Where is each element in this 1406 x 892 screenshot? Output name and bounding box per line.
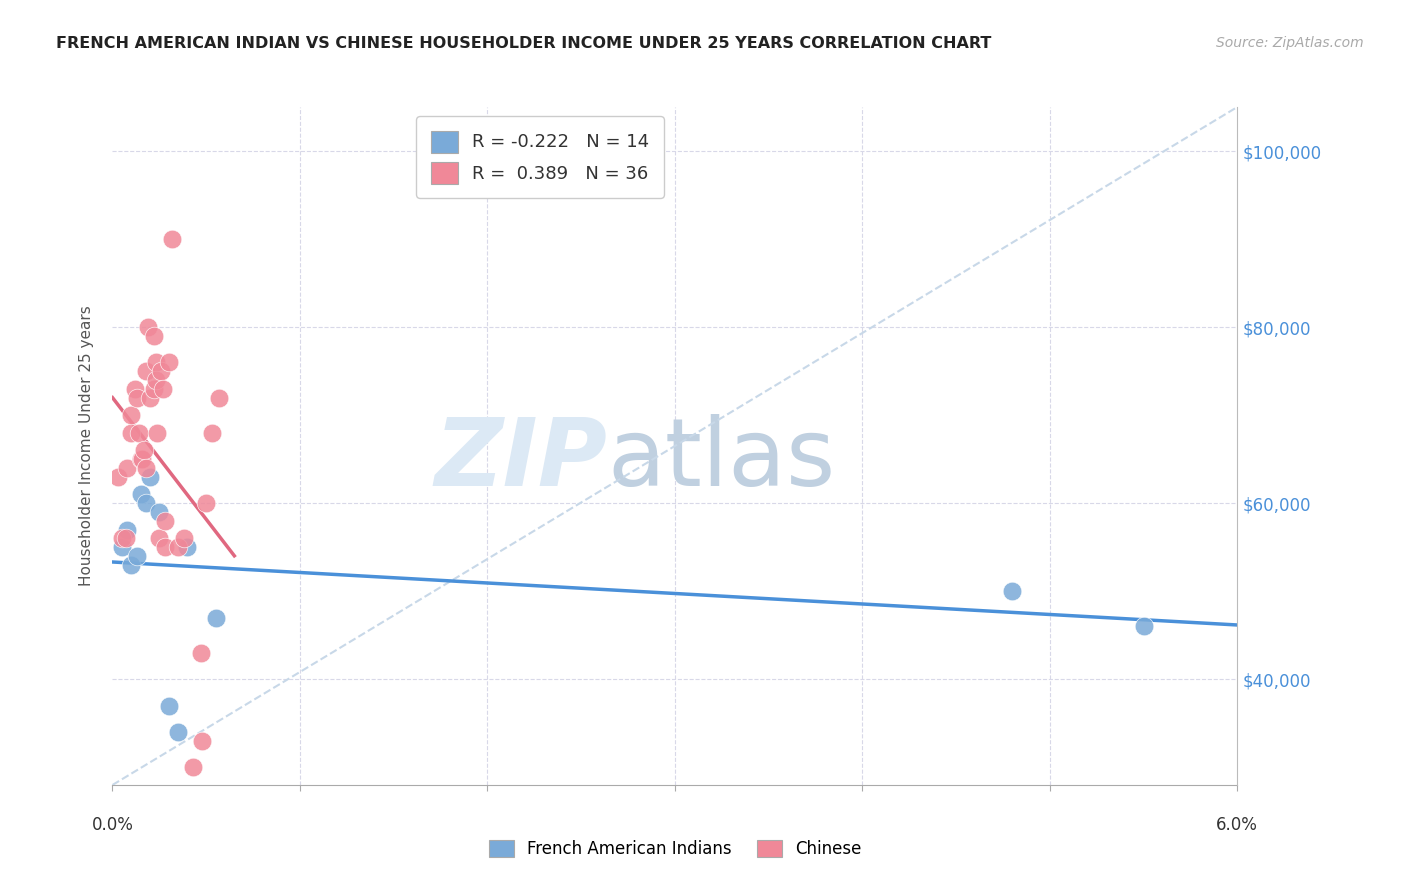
Point — [114, 532, 136, 546]
Point — [139, 470, 162, 484]
Point — [128, 425, 150, 440]
Point — [145, 355, 167, 369]
Point — [139, 391, 162, 405]
Point — [145, 373, 167, 387]
Point — [152, 382, 174, 396]
Text: ZIP: ZIP — [434, 414, 607, 506]
Point — [208, 391, 231, 405]
Text: 6.0%: 6.0% — [1216, 816, 1258, 834]
Point — [136, 320, 159, 334]
Point — [162, 232, 184, 246]
Point — [190, 646, 212, 660]
Point — [191, 734, 214, 748]
Point — [129, 452, 152, 467]
Point — [111, 532, 134, 546]
Legend: French American Indians, Chinese: French American Indians, Chinese — [482, 833, 868, 864]
Point — [195, 496, 218, 510]
Point — [167, 541, 190, 555]
Point — [135, 364, 157, 378]
Text: Source: ZipAtlas.com: Source: ZipAtlas.com — [1216, 36, 1364, 50]
Point — [117, 523, 139, 537]
Point — [153, 514, 176, 528]
Point — [124, 382, 146, 396]
Point — [157, 698, 180, 713]
Point — [120, 408, 142, 422]
Point — [150, 364, 173, 378]
Point — [157, 355, 180, 369]
Point — [111, 541, 134, 555]
Point — [142, 382, 165, 396]
Point — [173, 532, 195, 546]
Point — [120, 558, 142, 572]
Y-axis label: Householder Income Under 25 years: Householder Income Under 25 years — [79, 306, 94, 586]
Point — [167, 725, 190, 739]
Point — [146, 425, 169, 440]
Point — [135, 461, 157, 475]
Point — [129, 487, 152, 501]
Text: FRENCH AMERICAN INDIAN VS CHINESE HOUSEHOLDER INCOME UNDER 25 YEARS CORRELATION : FRENCH AMERICAN INDIAN VS CHINESE HOUSEH… — [56, 36, 991, 51]
Point — [125, 549, 148, 563]
Point — [148, 532, 170, 546]
Point — [181, 760, 204, 774]
Point — [117, 461, 139, 475]
Point — [134, 443, 156, 458]
Text: atlas: atlas — [607, 414, 835, 506]
Point — [125, 391, 148, 405]
Point — [142, 329, 165, 343]
Point — [148, 505, 170, 519]
Point — [201, 425, 224, 440]
Point — [131, 452, 153, 467]
Point — [176, 541, 198, 555]
Point — [1001, 584, 1024, 599]
Point — [107, 470, 129, 484]
Point — [135, 496, 157, 510]
Point — [204, 610, 226, 624]
Point — [120, 425, 142, 440]
Text: 0.0%: 0.0% — [91, 816, 134, 834]
Point — [1132, 619, 1154, 633]
Point — [153, 541, 176, 555]
